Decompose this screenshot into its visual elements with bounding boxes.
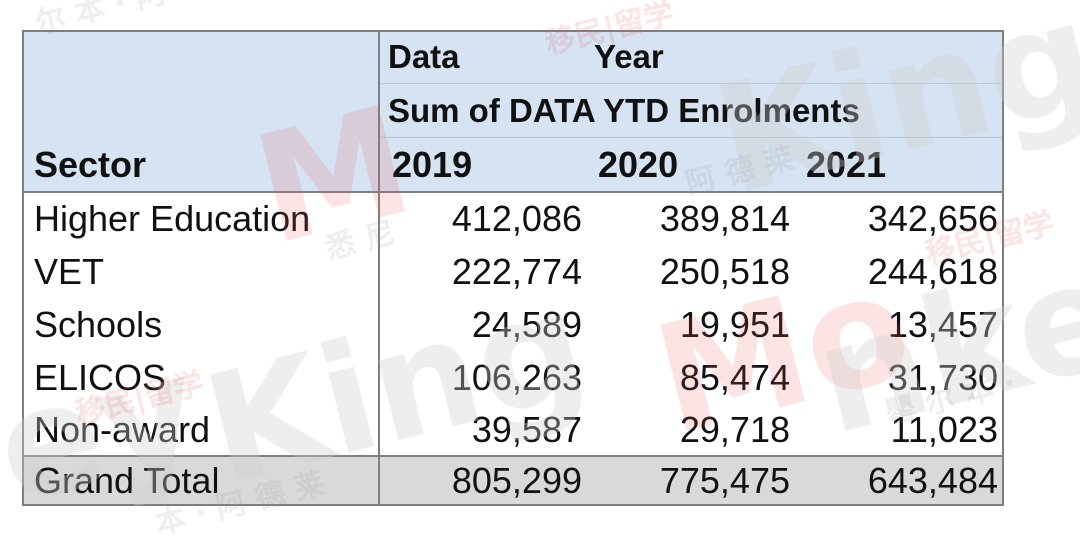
table-row: Higher Education 412,086 389,814 342,656 — [22, 192, 1004, 245]
grand-total-2021[interactable]: 643,484 — [867, 460, 998, 501]
data-field-label[interactable]: Data — [388, 38, 460, 75]
table-border-right — [1002, 30, 1004, 506]
grand-total-2019[interactable]: 805,299 — [451, 460, 582, 501]
sector-cell[interactable]: Schools — [34, 303, 163, 345]
value-cell-2019[interactable]: 222,774 — [451, 250, 582, 292]
year-header-2019[interactable]: 2019 — [380, 138, 586, 192]
header-field-labels: Data Year — [380, 30, 1004, 84]
value-cell-2019[interactable]: 24,589 — [471, 303, 582, 345]
value-cell-2020[interactable]: 250,518 — [659, 250, 790, 292]
sector-cell[interactable]: ELICOS — [34, 356, 167, 398]
value-cell-2021[interactable]: 244,618 — [867, 250, 998, 292]
header-inner-line — [380, 83, 1002, 84]
table-border-top — [22, 30, 1004, 32]
table-row: Non-award 39,587 29,718 11,023 — [22, 404, 1004, 456]
sector-cell[interactable]: Non-award — [34, 409, 211, 450]
sector-column-divider — [378, 30, 380, 506]
value-cell-2021[interactable]: 342,656 — [867, 197, 998, 239]
value-cell-2019[interactable]: 412,086 — [451, 197, 582, 239]
value-cell-2021[interactable]: 31,730 — [887, 356, 998, 398]
value-field-label[interactable]: Sum of DATA YTD Enrolments — [380, 84, 1004, 138]
year-header-2020[interactable]: 2020 — [586, 138, 794, 192]
grand-total-label[interactable]: Grand Total — [34, 460, 220, 501]
grand-total-2020[interactable]: 775,475 — [659, 460, 790, 501]
year-header-2021[interactable]: 2021 — [794, 138, 1004, 192]
value-cell-2021[interactable]: 13,457 — [887, 303, 998, 345]
header-blank-cell — [22, 30, 380, 84]
table-row: Schools 24,589 19,951 13,457 — [22, 298, 1004, 351]
header-inner-line — [380, 137, 1002, 138]
header-blank-cell — [22, 84, 380, 138]
sector-cell[interactable]: VET — [34, 250, 105, 292]
value-cell-2020[interactable]: 29,718 — [679, 409, 790, 450]
value-cell-2020[interactable]: 19,951 — [679, 303, 790, 345]
value-cell-2021[interactable]: 11,023 — [890, 409, 998, 450]
value-cell-2020[interactable]: 85,474 — [679, 356, 790, 398]
value-cell-2020[interactable]: 389,814 — [659, 197, 790, 239]
value-cell-2019[interactable]: 39,587 — [471, 409, 582, 450]
pivot-header-row-field-labels: Data Year — [22, 30, 1004, 84]
grand-total-divider — [22, 455, 1004, 457]
pivot-header-row-value-field: Sum of DATA YTD Enrolments — [22, 84, 1004, 138]
sector-cell[interactable]: Higher Education — [34, 197, 311, 239]
value-cell-2019[interactable]: 106,263 — [451, 356, 582, 398]
table-row: VET 222,774 250,518 244,618 — [22, 245, 1004, 298]
table-row: ELICOS 106,263 85,474 31,730 — [22, 351, 1004, 404]
table-border-left — [22, 30, 24, 506]
year-field-label[interactable]: Year — [594, 38, 664, 75]
header-body-divider — [22, 191, 1004, 193]
table-border-bottom — [22, 504, 1004, 506]
grand-total-row: Grand Total 805,299 775,475 643,484 — [22, 456, 1004, 506]
pivot-table: Data Year Sum of DATA YTD Enrolments Sec… — [22, 30, 1004, 506]
pivot-header-row-years: Sector 2019 2020 2021 — [22, 138, 1004, 192]
sector-field-label[interactable]: Sector — [22, 138, 380, 192]
